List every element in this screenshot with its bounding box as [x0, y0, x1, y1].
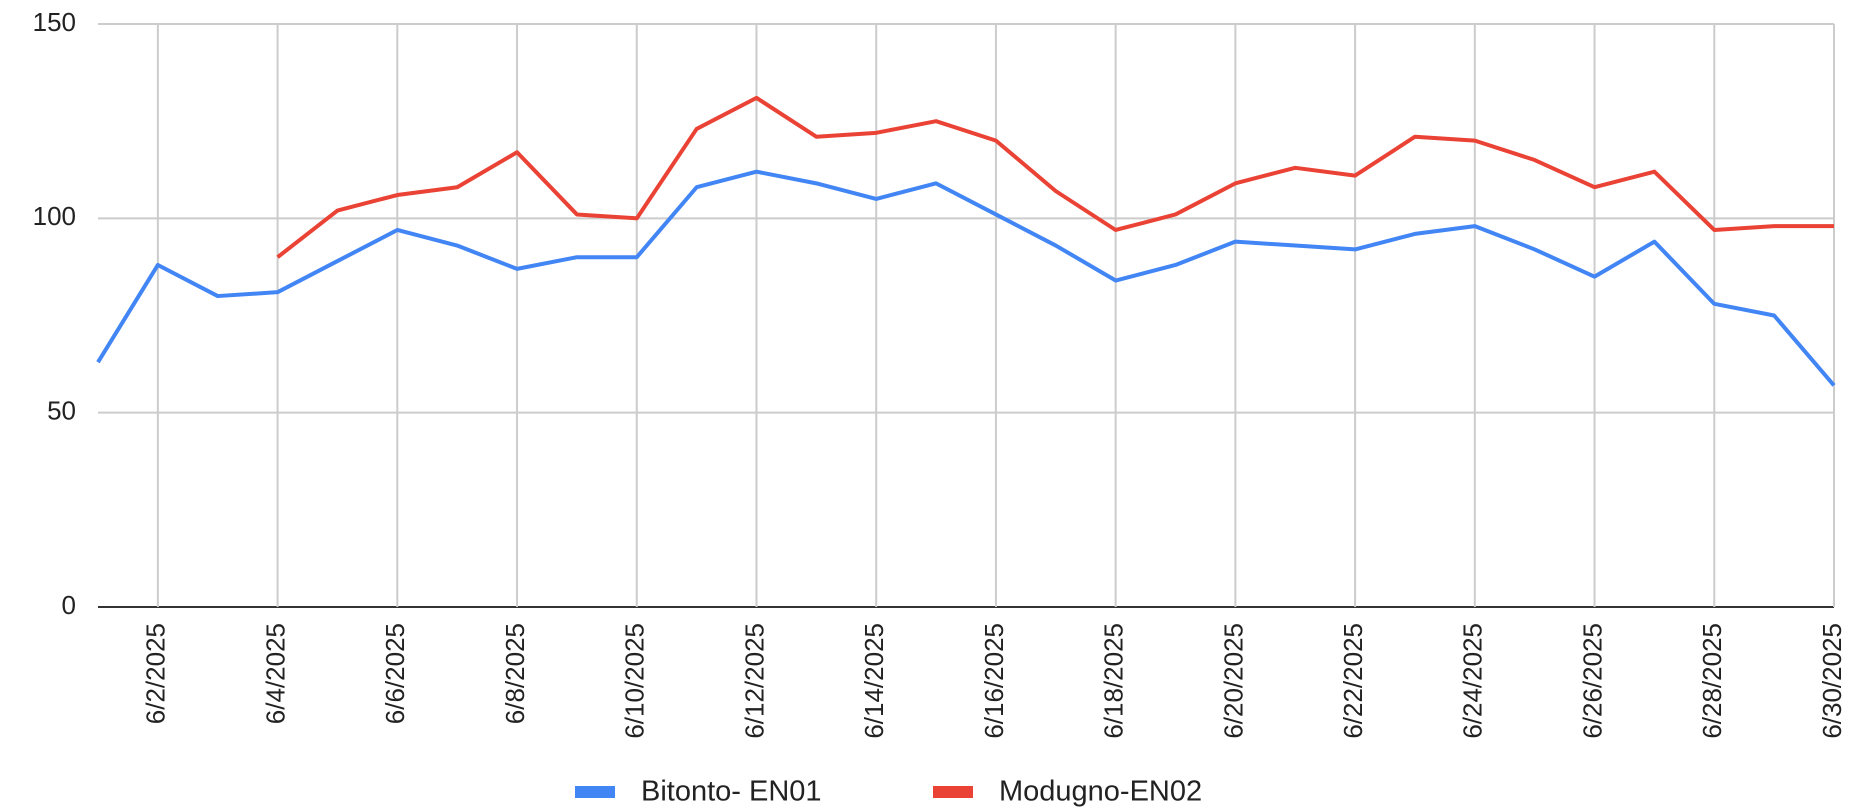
legend-swatch	[575, 786, 615, 798]
y-tick-label: 100	[33, 201, 76, 231]
x-tick-label: 6/12/2025	[739, 623, 769, 739]
x-tick-label: 6/18/2025	[1099, 623, 1129, 739]
y-tick-label: 50	[47, 396, 76, 426]
x-tick-label: 6/4/2025	[260, 623, 290, 724]
x-tick-label: 6/20/2025	[1218, 623, 1248, 739]
x-tick-label: 6/8/2025	[500, 623, 530, 724]
x-tick-label: 6/2/2025	[141, 623, 171, 724]
x-tick-label: 6/26/2025	[1577, 623, 1607, 739]
x-tick-label: 6/14/2025	[859, 623, 889, 739]
x-tick-label: 6/22/2025	[1338, 623, 1368, 739]
x-tick-label: 6/6/2025	[380, 623, 410, 724]
x-tick-label: 6/16/2025	[979, 623, 1009, 739]
legend-swatch	[933, 786, 973, 798]
y-tick-label: 150	[33, 7, 76, 37]
x-tick-label: 6/30/2025	[1817, 623, 1847, 739]
legend-label: Bitonto- EN01	[641, 776, 822, 808]
y-tick-label: 0	[62, 590, 76, 620]
x-tick-label: 6/10/2025	[620, 623, 650, 739]
series-line	[276, 95, 1834, 259]
legend-label: Modugno-EN02	[999, 776, 1202, 808]
series-line	[96, 169, 1836, 387]
x-tick-label: 6/24/2025	[1458, 623, 1488, 739]
x-tick-label: 6/28/2025	[1697, 623, 1727, 739]
